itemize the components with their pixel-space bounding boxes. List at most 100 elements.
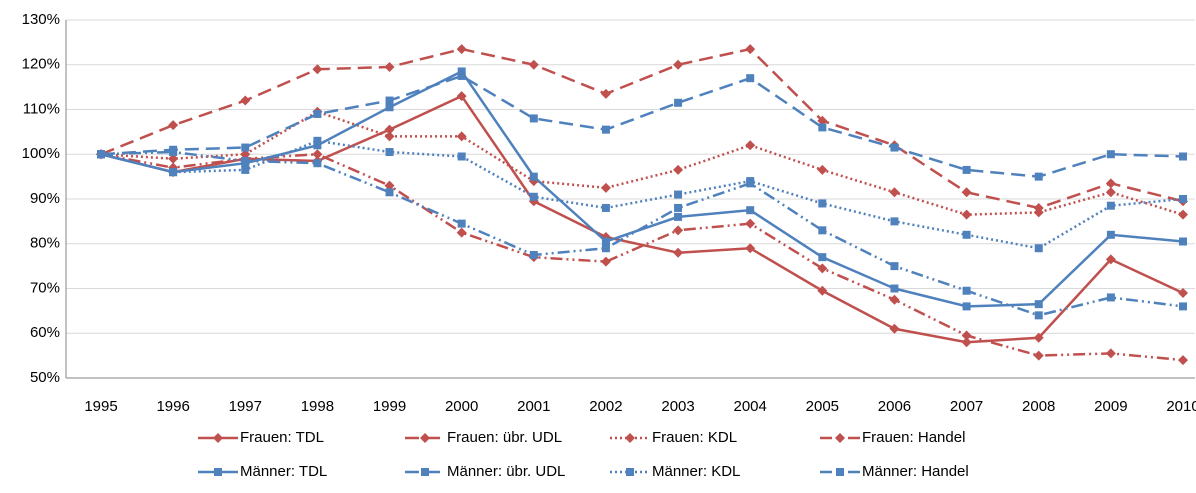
marker: [746, 74, 755, 83]
series-line: [100, 47, 1184, 210]
y-tick-label: 110%: [23, 100, 60, 117]
x-tick-label: 2007: [950, 398, 983, 415]
marker: [746, 179, 755, 188]
marker: [1106, 201, 1115, 210]
marker: [456, 91, 467, 102]
marker: [889, 187, 900, 198]
marker: [457, 71, 466, 80]
y-tick-label: 50%: [30, 369, 60, 386]
marker: [529, 114, 538, 123]
marker: [600, 182, 611, 193]
marker: [1034, 311, 1043, 320]
marker: [241, 156, 250, 165]
series-line: [100, 139, 1184, 250]
x-tick-label: 2004: [734, 398, 767, 415]
x-tick-label: 2001: [517, 398, 550, 415]
marker: [962, 302, 971, 311]
marker: [962, 230, 971, 239]
x-tick-label: 2006: [878, 398, 911, 415]
y-tick-label: 120%: [22, 56, 60, 73]
marker: [240, 95, 251, 106]
series-line: [100, 110, 1184, 216]
marker: [241, 143, 250, 152]
marker: [1033, 350, 1044, 361]
marker: [1105, 254, 1116, 265]
marker: [961, 337, 972, 348]
marker: [1106, 293, 1115, 302]
marker: [601, 244, 610, 253]
marker: [384, 61, 395, 72]
marker: [961, 330, 972, 341]
marker: [1179, 195, 1187, 203]
marker: [745, 140, 756, 151]
marker: [674, 212, 683, 221]
marker: [674, 203, 683, 212]
legend-label: Frauen: TDL: [240, 429, 324, 446]
marker: [961, 209, 972, 220]
marker: [674, 98, 683, 107]
y-tick-label: 100%: [22, 145, 60, 162]
y-tick-label: 90%: [30, 190, 60, 207]
marker: [818, 123, 827, 132]
marker: [385, 148, 394, 157]
marker: [746, 206, 755, 215]
marker: [529, 192, 538, 201]
y-tick-label: 80%: [30, 235, 60, 252]
marker: [817, 115, 828, 126]
marker: [312, 64, 323, 75]
marker: [817, 285, 828, 296]
marker: [313, 109, 322, 118]
marker: [384, 131, 395, 142]
marker: [457, 152, 466, 161]
legend-label: Männer: Handel: [862, 463, 969, 480]
marker: [674, 190, 683, 199]
marker: [600, 88, 611, 99]
series-line: [100, 69, 1184, 308]
marker: [601, 125, 610, 134]
legend-marker: [214, 468, 222, 476]
marker: [97, 150, 105, 159]
series-line: [100, 152, 1184, 362]
marker: [601, 237, 610, 246]
legend-label: Männer: KDL: [652, 463, 740, 480]
marker: [673, 164, 684, 175]
legend-marker: [836, 468, 844, 476]
marker: [385, 188, 394, 197]
marker: [1105, 178, 1116, 189]
legend-marker: [421, 468, 429, 476]
marker: [169, 168, 178, 177]
legend-label: Männer: übr. UDL: [447, 463, 565, 480]
x-tick-label: 2002: [589, 398, 622, 415]
marker: [168, 153, 179, 164]
x-tick-label: 2008: [1022, 398, 1055, 415]
x-tick-label: 2003: [661, 398, 694, 415]
x-tick-label: 1996: [156, 398, 189, 415]
marker: [962, 165, 971, 174]
marker: [385, 103, 394, 112]
series-line: [100, 74, 1184, 178]
legend-marker: [626, 468, 634, 476]
marker: [1106, 150, 1115, 159]
marker: [673, 225, 684, 236]
marker: [1034, 244, 1043, 253]
marker: [818, 226, 827, 235]
x-tick-label: 2000: [445, 398, 478, 415]
marker: [961, 187, 972, 198]
marker: [457, 219, 466, 228]
marker: [1179, 237, 1187, 246]
marker: [817, 164, 828, 175]
marker: [818, 253, 827, 262]
x-tick-label: 1997: [229, 398, 262, 415]
marker: [1178, 355, 1188, 366]
marker: [456, 227, 467, 238]
marker: [1034, 172, 1043, 181]
legend-label: Frauen: KDL: [652, 429, 737, 446]
x-tick-label: 1998: [301, 398, 334, 415]
marker: [745, 44, 756, 55]
marker: [313, 136, 322, 145]
marker: [529, 172, 538, 181]
marker: [1178, 209, 1188, 220]
marker: [818, 199, 827, 208]
marker: [673, 247, 684, 258]
legend-label: Frauen: übr. UDL: [447, 429, 562, 446]
